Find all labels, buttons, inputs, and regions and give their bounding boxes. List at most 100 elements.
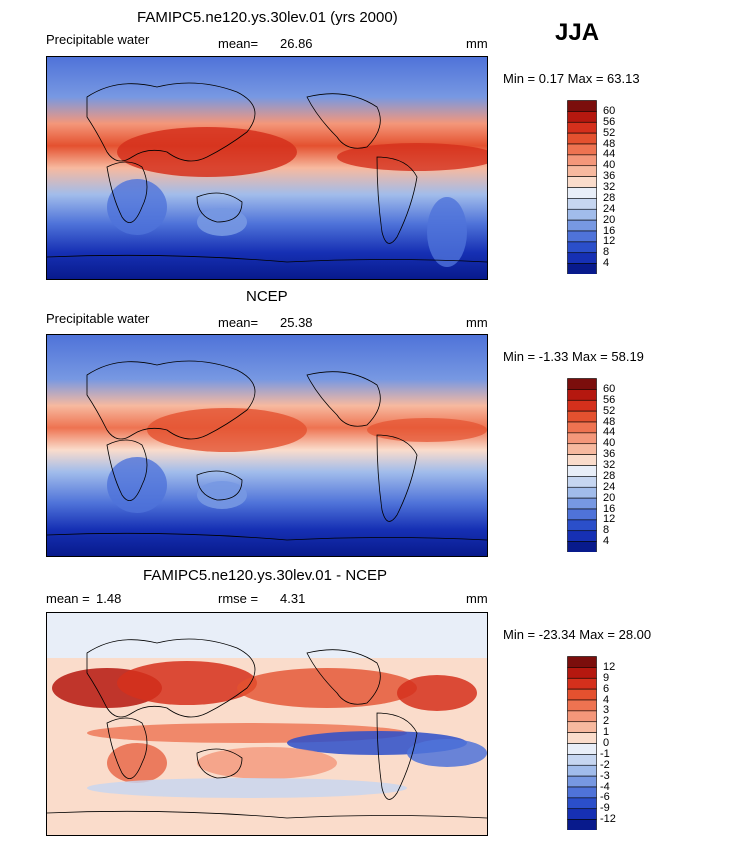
colorbar-tick-label: 56 [603,393,616,406]
colorbar-tick-label: 8 [603,246,610,259]
colorbar-swatch [567,143,597,156]
colorbar-tick-label: 28 [603,191,616,204]
colorbar-swatch [567,219,597,232]
colorbar-tick-label: -3 [600,769,610,782]
colorbar-tick-label: 40 [603,159,616,172]
panel1-map-field [47,57,487,279]
panel3-rmse-value: 4.31 [280,591,306,606]
colorbar-swatch [567,241,597,254]
colorbar-tick-label: 56 [603,115,616,128]
colorbar-swatch [567,508,597,521]
colorbar-tick-label: 20 [603,491,616,504]
panel2-map [46,334,488,557]
colorbar-tick-label: 16 [603,502,616,515]
panel2-mean-label: mean= [218,315,259,330]
colorbar-swatch [567,808,597,820]
colorbar-tick-label: 40 [603,437,616,450]
colorbar-tick-label: 9 [603,671,610,684]
colorbar-swatch [567,263,597,274]
colorbar-swatch [567,519,597,532]
colorbar-tick-label: 4 [603,257,610,270]
colorbar-tick-label: 44 [603,426,616,439]
colorbar-swatch [567,743,597,755]
panel3-rmse-label: rmse = [218,591,259,606]
colorbar-tick-label: 0 [603,737,610,749]
colorbar-swatch [567,399,597,412]
colorbar-tick-label: 4 [603,535,610,548]
colorbar-swatch [567,454,597,466]
season-label: JJA [555,19,600,46]
colorbar-swatch [567,176,597,188]
colorbar-swatch [567,121,597,134]
colorbar-tick-label: -12 [600,813,616,826]
colorbar-swatch [567,754,597,766]
colorbar-tick-label: 16 [603,224,616,237]
colorbar-swatch [567,132,597,145]
colorbar-swatch [567,732,597,744]
colorbar-tick-label: 24 [603,202,616,215]
colorbar-tick-label: 12 [603,513,616,526]
colorbar-swatch [567,710,597,723]
colorbar-swatch [567,252,597,264]
colorbar-swatch [567,187,597,199]
colorbar-tick-label: -2 [600,758,610,771]
colorbar-tick-label: 48 [603,415,616,428]
panel1-minmax: Min = 0.17 Max = 63.13 [503,71,640,86]
colorbar-tick-label: 52 [603,404,616,417]
colorbar-swatch [567,530,597,542]
colorbar-tick-label: 60 [603,382,616,395]
colorbar-swatch [567,154,597,167]
colorbar-tick-label: 24 [603,480,616,493]
panel3-title: FAMIPC5.ne120.ys.30lev.01 - NCEP [143,567,387,584]
colorbar-swatch [567,208,597,221]
colorbar-tick-label: 32 [603,459,616,471]
colorbar-swatch [567,775,597,788]
colorbar-swatch [567,198,597,210]
panel2-map-field [47,335,487,556]
panel3-colorbar [567,656,597,830]
colorbar-swatch [567,410,597,423]
colorbar-swatch [567,389,597,401]
panel1-mean-value: 26.86 [280,36,313,51]
panel2-units: mm [466,315,488,330]
colorbar-swatch [567,721,597,733]
colorbar-swatch [567,699,597,712]
panel1-variable-label: Precipitable water [46,32,150,47]
colorbar-tick-label: 3 [603,704,610,717]
colorbar-swatch [567,764,597,777]
colorbar-tick-label: 12 [603,235,616,248]
panel3-units: mm [466,591,488,606]
colorbar-swatch [567,378,597,390]
panel3-colorbar-swatches [567,656,597,830]
colorbar-tick-label: 28 [603,469,616,482]
colorbar-tick-label: 36 [603,170,616,183]
colorbar-tick-label: 20 [603,213,616,226]
colorbar-swatch [567,786,597,799]
panel3-minmax: Min = -23.34 Max = 28.00 [503,627,652,642]
panel3-map [46,612,488,836]
colorbar-swatch [567,100,597,112]
colorbar-swatch [567,667,597,679]
colorbar-swatch [567,486,597,499]
colorbar-tick-label: 52 [603,126,616,139]
colorbar-tick-label: 4 [603,693,610,706]
colorbar-swatch [567,656,597,668]
colorbar-tick-label: 44 [603,148,616,161]
colorbar-tick-label: 60 [603,104,616,117]
colorbar-swatch [567,541,597,552]
panel3-mean-label: mean = [46,591,90,606]
panel2-colorbar-swatches [567,378,597,552]
colorbar-tick-label: 6 [603,682,610,695]
colorbar-tick-label: 36 [603,448,616,461]
colorbar-swatch [567,421,597,434]
colorbar-swatch [567,688,597,701]
panel1-units: mm [466,36,488,51]
colorbar-swatch [567,819,597,830]
colorbar-tick-label: -1 [600,747,610,760]
colorbar-tick-label: -4 [600,780,610,793]
colorbar-swatch [567,797,597,810]
panel1-colorbar-swatches [567,100,597,274]
panel2-mean-value: 25.38 [280,315,313,330]
colorbar-tick-label: 8 [603,524,610,537]
panel3-mean-value: 1.48 [96,591,122,606]
